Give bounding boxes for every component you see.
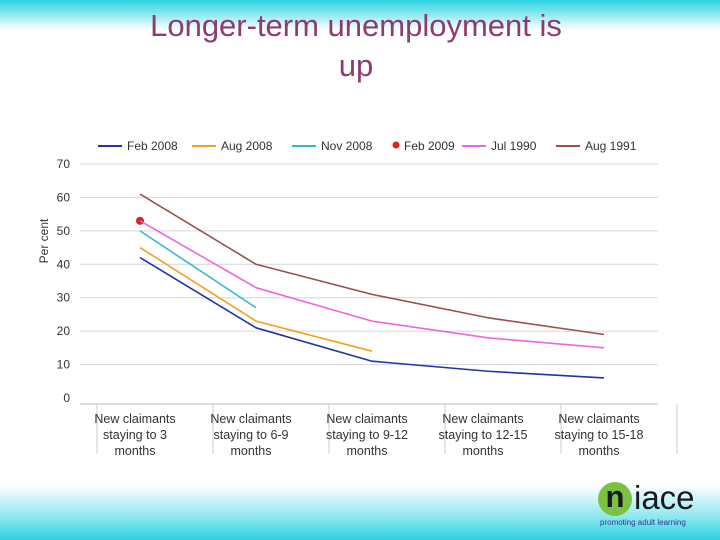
- x-tick-label: months: [463, 444, 504, 458]
- slide-title-line-2: up: [338, 48, 374, 83]
- series-line: [139, 220, 605, 349]
- slide-title: Longer-term unemployment is up: [0, 6, 712, 86]
- legend-marker: [392, 141, 400, 149]
- x-tick-label: New claimants: [326, 412, 407, 426]
- series-line: [139, 256, 605, 379]
- y-tick-label: 70: [57, 157, 71, 171]
- x-tick-label: New claimants: [94, 412, 175, 426]
- y-tick-label: 40: [57, 257, 71, 271]
- legend-label: Aug 1991: [585, 139, 637, 153]
- series-line: [139, 230, 257, 309]
- x-tick-label: months: [347, 444, 388, 458]
- y-tick-label: 0: [63, 391, 70, 405]
- y-tick-label: 10: [57, 358, 71, 372]
- y-tick-label: 20: [57, 324, 71, 338]
- x-tick-label: months: [231, 444, 272, 458]
- top-gradient-band: [0, 0, 720, 30]
- x-tick-label: New claimants: [442, 412, 523, 426]
- legend-label: Nov 2008: [321, 139, 373, 153]
- slide-title-line-1: Longer-term unemployment is: [150, 8, 562, 43]
- series-line: [139, 193, 605, 336]
- x-tick-label: staying to 3: [103, 428, 167, 442]
- logo-tagline: promoting adult learning: [600, 518, 686, 527]
- x-tick-label: staying to 6-9: [213, 428, 288, 442]
- x-tick-label: New claimants: [210, 412, 291, 426]
- x-tick-label: staying to 15-18: [555, 428, 644, 442]
- y-tick-label: 30: [57, 291, 71, 305]
- legend-label: Jul 1990: [491, 139, 537, 153]
- legend-label: Feb 2009: [404, 139, 455, 153]
- x-tick-label: months: [579, 444, 620, 458]
- x-tick-label: months: [115, 444, 156, 458]
- x-tick-label: staying to 12-15: [439, 428, 528, 442]
- x-tick-label: staying to 9-12: [326, 428, 408, 442]
- logo-n-circle: n: [598, 481, 632, 516]
- x-tick-label: New claimants: [558, 412, 639, 426]
- y-tick-label: 50: [57, 224, 71, 238]
- niace-logo: n iace promoting adult learning: [598, 480, 708, 530]
- series-line: [139, 246, 373, 352]
- y-axis-title: Per cent: [37, 218, 51, 263]
- legend-label: Feb 2008: [127, 139, 178, 153]
- legend-label: Aug 2008: [221, 139, 273, 153]
- logo-wordmark: iace: [634, 479, 695, 516]
- y-tick-label: 60: [57, 190, 71, 204]
